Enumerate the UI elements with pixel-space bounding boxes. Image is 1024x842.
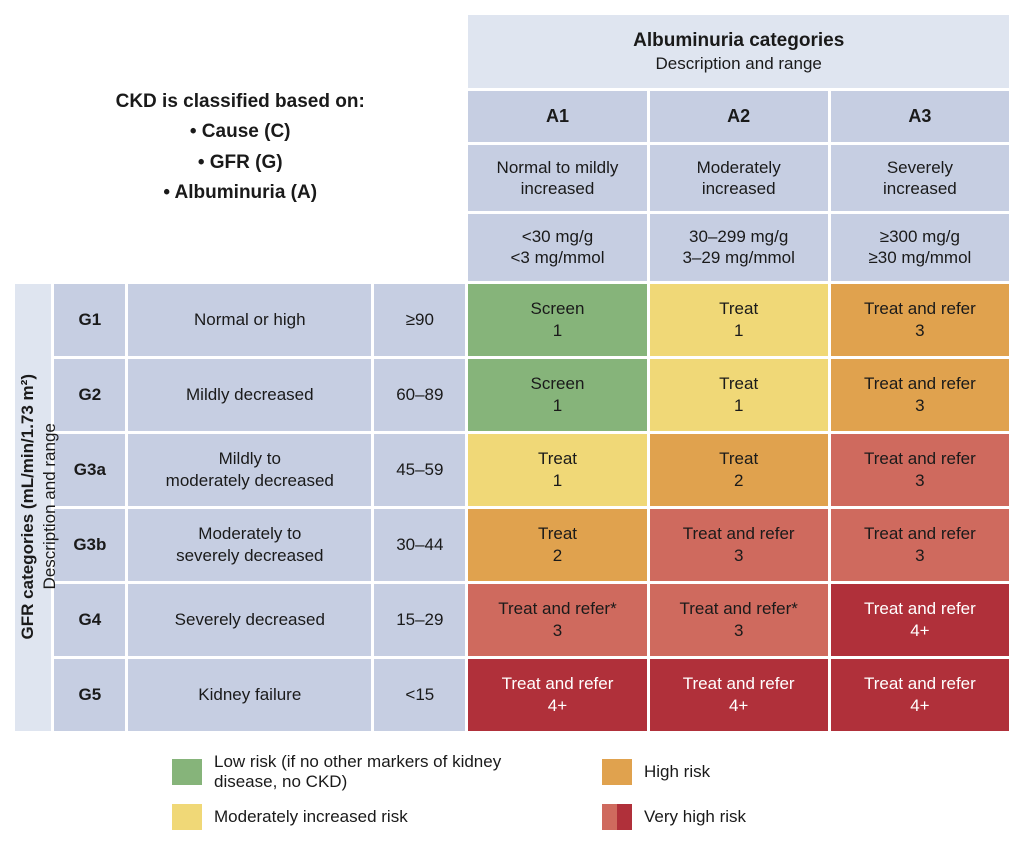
risk-cell-G3b-A1: Treat2: [468, 509, 646, 581]
gfr-range-G2: 60–89: [374, 359, 465, 431]
gfr-desc-G5: Kidney failure: [128, 659, 371, 731]
risk-cell-G2-A3: Treat and refer3: [831, 359, 1009, 431]
legend-item: Moderately increased risk: [172, 804, 542, 830]
risk-cell-G2-A1: Screen1: [468, 359, 646, 431]
gfr-range-G1: ≥90: [374, 284, 465, 356]
legend-item: High risk: [602, 752, 972, 792]
ckd-heatmap-table: CKD is classified based on:• Cause (C)• …: [12, 12, 1012, 734]
albuminuria-desc-A3: Severelyincreased: [831, 145, 1009, 212]
risk-cell-G3a-A2: Treat2: [650, 434, 828, 506]
risk-cell-G3b-A3: Treat and refer3: [831, 509, 1009, 581]
risk-cell-G1-A2: Treat1: [650, 284, 828, 356]
legend-swatch: [172, 759, 202, 785]
gfr-desc-G3a: Mildly tomoderately decreased: [128, 434, 371, 506]
risk-cell-G3a-A3: Treat and refer3: [831, 434, 1009, 506]
gfr-range-G5: <15: [374, 659, 465, 731]
gfr-code-G5: G5: [54, 659, 125, 731]
risk-cell-G4-A1: Treat and refer*3: [468, 584, 646, 656]
gfr-code-G3b: G3b: [54, 509, 125, 581]
albuminuria-desc-A1: Normal to mildlyincreased: [468, 145, 646, 212]
gfr-desc-G2: Mildly decreased: [128, 359, 371, 431]
risk-cell-G4-A3: Treat and refer4+: [831, 584, 1009, 656]
risk-cell-G1-A1: Screen1: [468, 284, 646, 356]
risk-cell-G3a-A1: Treat1: [468, 434, 646, 506]
legend-item: Very high risk: [602, 804, 972, 830]
legend-label: Very high risk: [644, 807, 746, 827]
albuminuria-title: Albuminuria categoriesDescription and ra…: [468, 15, 1009, 88]
risk-cell-G2-A2: Treat1: [650, 359, 828, 431]
gfr-code-G4: G4: [54, 584, 125, 656]
legend-label: Low risk (if no other markers of kidney …: [214, 752, 542, 792]
gfr-range-G3a: 45–59: [374, 434, 465, 506]
risk-cell-G5-A1: Treat and refer4+: [468, 659, 646, 731]
gfr-range-G4: 15–29: [374, 584, 465, 656]
gfr-code-G2: G2: [54, 359, 125, 431]
gfr-range-G3b: 30–44: [374, 509, 465, 581]
albuminuria-range-A2: 30–299 mg/g3–29 mg/mmol: [650, 214, 828, 281]
albuminuria-code-A3: A3: [831, 91, 1009, 142]
albuminuria-range-A1: <30 mg/g<3 mg/mmol: [468, 214, 646, 281]
gfr-desc-G4: Severely decreased: [128, 584, 371, 656]
classification-block: CKD is classified based on:• Cause (C)• …: [15, 15, 465, 281]
albuminuria-code-A2: A2: [650, 91, 828, 142]
albuminuria-range-A3: ≥300 mg/g≥30 mg/mmol: [831, 214, 1009, 281]
legend-label: High risk: [644, 762, 710, 782]
albuminuria-code-A1: A1: [468, 91, 646, 142]
risk-cell-G5-A2: Treat and refer4+: [650, 659, 828, 731]
legend-item: Low risk (if no other markers of kidney …: [172, 752, 542, 792]
gfr-desc-G3b: Moderately toseverely decreased: [128, 509, 371, 581]
gfr-code-G3a: G3a: [54, 434, 125, 506]
gfr-code-G1: G1: [54, 284, 125, 356]
risk-cell-G5-A3: Treat and refer4+: [831, 659, 1009, 731]
legend: Low risk (if no other markers of kidney …: [172, 752, 972, 830]
risk-cell-G4-A2: Treat and refer*3: [650, 584, 828, 656]
gfr-desc-G1: Normal or high: [128, 284, 371, 356]
legend-label: Moderately increased risk: [214, 807, 408, 827]
gfr-side-label: GFR categories (mL/min/1.73 m²)Descripti…: [15, 284, 51, 731]
legend-swatch: [602, 804, 632, 830]
risk-cell-G1-A3: Treat and refer3: [831, 284, 1009, 356]
legend-swatch: [602, 759, 632, 785]
risk-cell-G3b-A2: Treat and refer3: [650, 509, 828, 581]
albuminuria-desc-A2: Moderatelyincreased: [650, 145, 828, 212]
legend-swatch: [172, 804, 202, 830]
